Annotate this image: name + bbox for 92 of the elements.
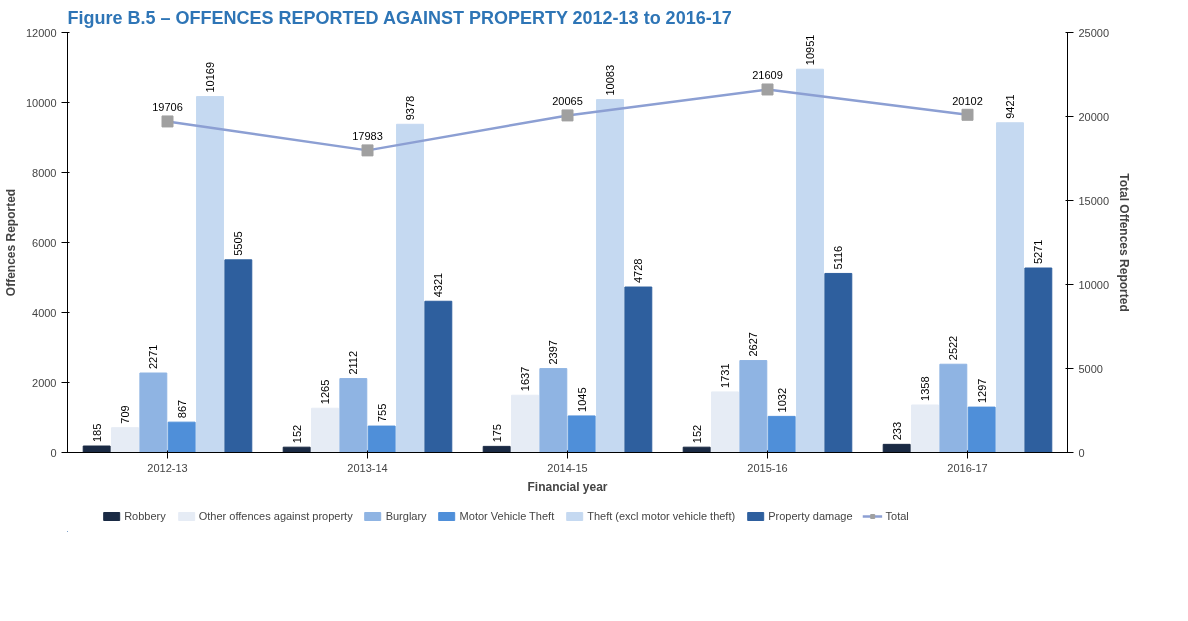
bar xyxy=(1024,267,1053,453)
bar xyxy=(882,443,911,453)
data-label: 2397 xyxy=(547,340,560,365)
y2-axis-title: Total Offences Reported xyxy=(1117,173,1132,312)
bar xyxy=(911,404,939,453)
data-label: 867 xyxy=(175,399,188,419)
data-label: 4321 xyxy=(432,272,445,298)
data-label: 175 xyxy=(490,424,503,443)
bar xyxy=(339,378,368,453)
legend-label: Other offences against property xyxy=(198,510,353,522)
legend-label: Burglary xyxy=(385,510,427,522)
data-label: 2522 xyxy=(947,335,960,361)
y2-tick-label: 0 xyxy=(1078,446,1085,459)
y2-tick-label: 10000 xyxy=(1078,278,1110,291)
data-label: 1358 xyxy=(919,376,931,401)
legend-label: Property damage xyxy=(768,510,853,522)
data-label: 5505 xyxy=(232,231,245,256)
y-tick-label: 0 xyxy=(50,446,57,459)
data-label: 20065 xyxy=(552,95,583,108)
bar xyxy=(196,96,224,453)
data-label: 19706 xyxy=(152,101,183,114)
bar xyxy=(139,372,168,453)
data-label: 5271 xyxy=(1032,239,1045,265)
data-label: 1637 xyxy=(519,366,531,392)
bar xyxy=(939,363,968,453)
data-label: 1297 xyxy=(975,378,988,404)
data-label: 185 xyxy=(90,423,103,443)
data-label: 20102 xyxy=(952,94,983,107)
bar xyxy=(367,425,396,453)
bar xyxy=(82,445,111,453)
y2-tick-label: 15000 xyxy=(1078,194,1110,207)
data-label: 1032 xyxy=(775,387,788,413)
bar xyxy=(824,272,853,453)
bar xyxy=(396,123,424,453)
data-label: 1731 xyxy=(719,363,731,388)
data-label: 709 xyxy=(119,405,131,424)
y2-tick-label: 25000 xyxy=(1078,26,1110,39)
y2-tick-label: 20000 xyxy=(1078,110,1110,123)
data-label: 5116 xyxy=(832,245,845,270)
chart-title: Figure B.5 – OFFENCES REPORTED AGAINST PROPERTY 2012-13 to 2016-17 xyxy=(67,7,732,28)
bar xyxy=(482,445,511,453)
bar xyxy=(596,99,624,453)
bar xyxy=(767,415,796,453)
data-label: 1045 xyxy=(575,387,588,412)
bar xyxy=(511,394,539,453)
x-tick-label: 2012-13 xyxy=(147,461,188,474)
y-tick-label: 8000 xyxy=(32,166,57,179)
legend-label: Robbery xyxy=(124,510,166,522)
data-label: 10169 xyxy=(204,61,216,93)
y-tick-label: 12000 xyxy=(25,26,57,39)
bar xyxy=(167,421,196,453)
data-label: 17983 xyxy=(352,130,383,143)
bar xyxy=(567,415,596,453)
legend-label: Motor Vehicle Theft xyxy=(459,510,555,522)
data-label: 152 xyxy=(690,424,703,444)
data-label: 21609 xyxy=(752,69,783,82)
bar xyxy=(624,286,653,453)
y2-tick-label: 5000 xyxy=(1078,362,1103,375)
bar xyxy=(311,407,339,453)
x-tick-label: 2014-15 xyxy=(547,461,588,474)
x-tick-label: 2013-14 xyxy=(347,461,388,474)
y-tick-label: 10000 xyxy=(25,96,57,109)
x-axis-title: Financial year xyxy=(527,479,608,494)
bar xyxy=(224,259,253,453)
bar xyxy=(111,427,139,453)
bar xyxy=(967,406,996,453)
bar xyxy=(711,391,739,453)
y-tick-label: 4000 xyxy=(32,306,57,319)
data-label: 2627 xyxy=(747,332,760,357)
bar xyxy=(996,122,1024,453)
data-label: 233 xyxy=(890,421,903,441)
y-tick-label: 2000 xyxy=(32,376,57,389)
data-label: 9421 xyxy=(1004,94,1016,119)
bar xyxy=(796,68,824,453)
data-label: 152 xyxy=(290,424,303,444)
y-axis-title: Offences Reported xyxy=(3,188,18,297)
data-label: 1265 xyxy=(319,379,331,405)
bar xyxy=(539,368,568,453)
data-label: 755 xyxy=(375,403,388,423)
bar xyxy=(739,360,768,453)
legend-label: Theft (excl motor vehicle theft) xyxy=(587,510,736,522)
data-label: 2271 xyxy=(147,344,160,370)
x-tick-label: 2016-17 xyxy=(947,461,988,474)
data-label: 10951 xyxy=(804,34,816,66)
x-tick-label: 2015-16 xyxy=(747,461,788,474)
data-label: 2112 xyxy=(347,350,360,375)
data-label: 4728 xyxy=(632,258,645,284)
legend-label: Total xyxy=(885,510,909,522)
y-tick-label: 6000 xyxy=(32,236,57,249)
data-label: 10083 xyxy=(604,65,616,96)
data-label: 9378 xyxy=(404,95,416,121)
bar xyxy=(424,300,453,453)
